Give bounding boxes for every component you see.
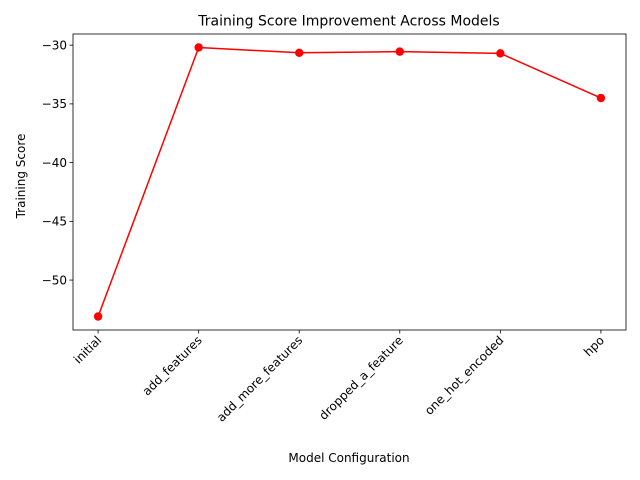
- plot-frame: [72, 33, 627, 331]
- x-axis-label: Model Configuration: [288, 451, 409, 465]
- data-point-dropped_a_feature: [395, 47, 404, 56]
- y-axis-label: Training Score: [14, 134, 28, 220]
- chart-title: Training Score Improvement Across Models: [197, 14, 499, 30]
- data-point-hpo: [596, 93, 606, 103]
- y-tick-label: −50: [42, 273, 67, 287]
- series-line: [97, 46, 602, 318]
- data-point-initial: [93, 312, 103, 321]
- data-point-add_more_features: [295, 48, 304, 57]
- y-tick-label: −35: [42, 97, 67, 111]
- y-tick-label: −45: [42, 215, 67, 229]
- data-point-add_features: [194, 43, 203, 52]
- y-tick-label: −30: [42, 38, 67, 52]
- data-point-one_hot_encoded: [496, 49, 505, 58]
- y-tick-label: −40: [42, 156, 67, 170]
